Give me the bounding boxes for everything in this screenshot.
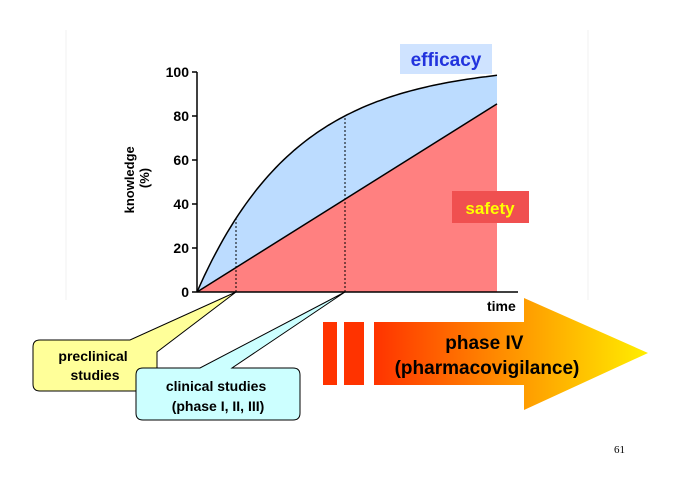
preclinical-line1: preclinical <box>58 348 127 364</box>
clinical-line2: (phase I, II, III) <box>172 398 265 414</box>
phase4-line2: (pharmacovigilance) <box>395 358 580 379</box>
page-number: 61 <box>614 444 625 456</box>
preclinical-callout-text: preclinical studies <box>58 348 131 383</box>
phase4-text: phase IV (pharmacovigilance) <box>395 333 580 379</box>
y-axis-label: knowledge (%) <box>122 143 152 214</box>
phase4-line1: phase IV <box>445 333 523 354</box>
y-tick-group: 0 20 40 60 80 100 <box>166 64 197 300</box>
preclinical-line2: studies <box>70 367 119 383</box>
y-tick-label: 80 <box>173 108 189 124</box>
safety-line <box>196 103 498 293</box>
x-axis-label: time <box>487 298 516 314</box>
y-axis-label-line2: (%) <box>137 168 152 188</box>
efficacy-label-box <box>400 44 492 74</box>
clinical-callout <box>135 291 346 421</box>
y-tick-label: 0 <box>181 284 189 300</box>
clinical-line1: clinical studies <box>166 378 267 394</box>
safety-label: safety <box>465 199 515 218</box>
y-tick-label: 60 <box>173 152 189 168</box>
phase4-arrow <box>374 298 648 410</box>
efficacy-curve <box>196 74 498 293</box>
phase-bar-1 <box>323 322 337 385</box>
y-tick-label: 20 <box>173 240 189 256</box>
safety-label-box <box>452 191 529 223</box>
y-tick-label: 100 <box>166 64 190 80</box>
y-axis-label-line1: knowledge <box>122 146 137 213</box>
phase-bar-2 <box>344 322 364 385</box>
y-tick-label: 40 <box>173 196 189 212</box>
efficacy-label: efficacy <box>411 50 482 71</box>
clinical-callout-text: clinical studies (phase I, II, III) <box>166 378 270 414</box>
